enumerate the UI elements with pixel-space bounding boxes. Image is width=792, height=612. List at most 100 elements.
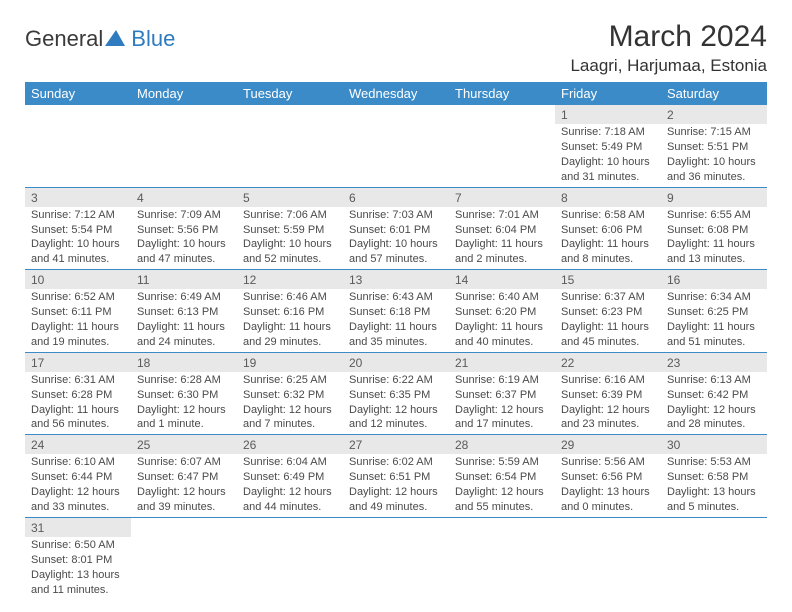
day-data: Sunrise: 7:09 AMSunset: 5:56 PMDaylight:… [131,207,237,269]
day-number: 3 [25,188,131,207]
day-cell: 21Sunrise: 6:19 AMSunset: 6:37 PMDayligh… [449,352,555,435]
day-number: 11 [131,270,237,289]
day-number: 15 [555,270,661,289]
day-cell: 31Sunrise: 6:50 AMSunset: 8:01 PMDayligh… [25,517,131,599]
day-number: 27 [343,435,449,454]
day-number: 24 [25,435,131,454]
calendar-table: Sunday Monday Tuesday Wednesday Thursday… [25,82,767,599]
day-number: 30 [661,435,767,454]
day-cell [555,517,661,599]
col-monday: Monday [131,82,237,105]
week-row: 24Sunrise: 6:10 AMSunset: 6:44 PMDayligh… [25,435,767,518]
day-data: Sunrise: 6:28 AMSunset: 6:30 PMDaylight:… [131,372,237,434]
day-number: 13 [343,270,449,289]
day-number: 12 [237,270,343,289]
col-tuesday: Tuesday [237,82,343,105]
col-wednesday: Wednesday [343,82,449,105]
day-cell [343,517,449,599]
day-data: Sunrise: 6:16 AMSunset: 6:39 PMDaylight:… [555,372,661,434]
day-number: 21 [449,353,555,372]
day-number: 7 [449,188,555,207]
week-row: 10Sunrise: 6:52 AMSunset: 6:11 PMDayligh… [25,270,767,353]
day-cell: 6Sunrise: 7:03 AMSunset: 6:01 PMDaylight… [343,187,449,270]
day-data: Sunrise: 6:07 AMSunset: 6:47 PMDaylight:… [131,454,237,516]
day-cell: 13Sunrise: 6:43 AMSunset: 6:18 PMDayligh… [343,270,449,353]
day-number: 1 [555,105,661,124]
day-number: 25 [131,435,237,454]
day-number: 16 [661,270,767,289]
day-cell: 27Sunrise: 6:02 AMSunset: 6:51 PMDayligh… [343,435,449,518]
day-number: 8 [555,188,661,207]
logo: General Blue [25,26,175,52]
day-data: Sunrise: 6:40 AMSunset: 6:20 PMDaylight:… [449,289,555,351]
day-number: 5 [237,188,343,207]
day-number: 9 [661,188,767,207]
day-data: Sunrise: 5:59 AMSunset: 6:54 PMDaylight:… [449,454,555,516]
header: General Blue March 2024 Laagri, Harjumaa… [25,20,767,76]
day-number: 18 [131,353,237,372]
day-cell: 18Sunrise: 6:28 AMSunset: 6:30 PMDayligh… [131,352,237,435]
day-cell [131,105,237,187]
day-cell [449,517,555,599]
day-cell: 10Sunrise: 6:52 AMSunset: 6:11 PMDayligh… [25,270,131,353]
day-data: Sunrise: 7:12 AMSunset: 5:54 PMDaylight:… [25,207,131,269]
day-cell: 28Sunrise: 5:59 AMSunset: 6:54 PMDayligh… [449,435,555,518]
day-data: Sunrise: 6:49 AMSunset: 6:13 PMDaylight:… [131,289,237,351]
day-cell: 29Sunrise: 5:56 AMSunset: 6:56 PMDayligh… [555,435,661,518]
day-number: 10 [25,270,131,289]
weekday-header-row: Sunday Monday Tuesday Wednesday Thursday… [25,82,767,105]
day-number: 22 [555,353,661,372]
day-number: 26 [237,435,343,454]
day-cell: 17Sunrise: 6:31 AMSunset: 6:28 PMDayligh… [25,352,131,435]
col-thursday: Thursday [449,82,555,105]
day-cell [237,105,343,187]
day-data: Sunrise: 6:34 AMSunset: 6:25 PMDaylight:… [661,289,767,351]
day-data: Sunrise: 6:50 AMSunset: 8:01 PMDaylight:… [25,537,131,599]
day-cell: 5Sunrise: 7:06 AMSunset: 5:59 PMDaylight… [237,187,343,270]
day-cell: 19Sunrise: 6:25 AMSunset: 6:32 PMDayligh… [237,352,343,435]
day-cell [343,105,449,187]
day-data: Sunrise: 5:53 AMSunset: 6:58 PMDaylight:… [661,454,767,516]
col-friday: Friday [555,82,661,105]
week-row: 31Sunrise: 6:50 AMSunset: 8:01 PMDayligh… [25,517,767,599]
day-data: Sunrise: 7:03 AMSunset: 6:01 PMDaylight:… [343,207,449,269]
day-cell: 12Sunrise: 6:46 AMSunset: 6:16 PMDayligh… [237,270,343,353]
day-number: 20 [343,353,449,372]
day-cell: 14Sunrise: 6:40 AMSunset: 6:20 PMDayligh… [449,270,555,353]
day-data: Sunrise: 6:37 AMSunset: 6:23 PMDaylight:… [555,289,661,351]
logo-text-a: General [25,26,103,52]
day-cell [131,517,237,599]
day-number: 29 [555,435,661,454]
calendar-body: 1Sunrise: 7:18 AMSunset: 5:49 PMDaylight… [25,105,767,599]
day-data: Sunrise: 7:15 AMSunset: 5:51 PMDaylight:… [661,124,767,186]
day-data: Sunrise: 7:18 AMSunset: 5:49 PMDaylight:… [555,124,661,186]
day-cell: 2Sunrise: 7:15 AMSunset: 5:51 PMDaylight… [661,105,767,187]
day-cell: 8Sunrise: 6:58 AMSunset: 6:06 PMDaylight… [555,187,661,270]
day-cell: 20Sunrise: 6:22 AMSunset: 6:35 PMDayligh… [343,352,449,435]
day-data: Sunrise: 6:43 AMSunset: 6:18 PMDaylight:… [343,289,449,351]
day-number: 17 [25,353,131,372]
day-number: 4 [131,188,237,207]
day-data: Sunrise: 6:02 AMSunset: 6:51 PMDaylight:… [343,454,449,516]
day-cell: 23Sunrise: 6:13 AMSunset: 6:42 PMDayligh… [661,352,767,435]
day-cell: 22Sunrise: 6:16 AMSunset: 6:39 PMDayligh… [555,352,661,435]
day-cell: 30Sunrise: 5:53 AMSunset: 6:58 PMDayligh… [661,435,767,518]
day-data: Sunrise: 5:56 AMSunset: 6:56 PMDaylight:… [555,454,661,516]
day-number: 19 [237,353,343,372]
day-cell [25,105,131,187]
day-data: Sunrise: 7:06 AMSunset: 5:59 PMDaylight:… [237,207,343,269]
day-cell [449,105,555,187]
day-number: 31 [25,518,131,537]
day-cell: 4Sunrise: 7:09 AMSunset: 5:56 PMDaylight… [131,187,237,270]
day-cell: 24Sunrise: 6:10 AMSunset: 6:44 PMDayligh… [25,435,131,518]
title-block: March 2024 Laagri, Harjumaa, Estonia [570,20,767,76]
sail-icon [105,30,127,48]
day-cell: 1Sunrise: 7:18 AMSunset: 5:49 PMDaylight… [555,105,661,187]
day-number: 28 [449,435,555,454]
day-cell: 9Sunrise: 6:55 AMSunset: 6:08 PMDaylight… [661,187,767,270]
day-cell: 7Sunrise: 7:01 AMSunset: 6:04 PMDaylight… [449,187,555,270]
day-data: Sunrise: 6:25 AMSunset: 6:32 PMDaylight:… [237,372,343,434]
week-row: 3Sunrise: 7:12 AMSunset: 5:54 PMDaylight… [25,187,767,270]
day-data: Sunrise: 7:01 AMSunset: 6:04 PMDaylight:… [449,207,555,269]
week-row: 17Sunrise: 6:31 AMSunset: 6:28 PMDayligh… [25,352,767,435]
